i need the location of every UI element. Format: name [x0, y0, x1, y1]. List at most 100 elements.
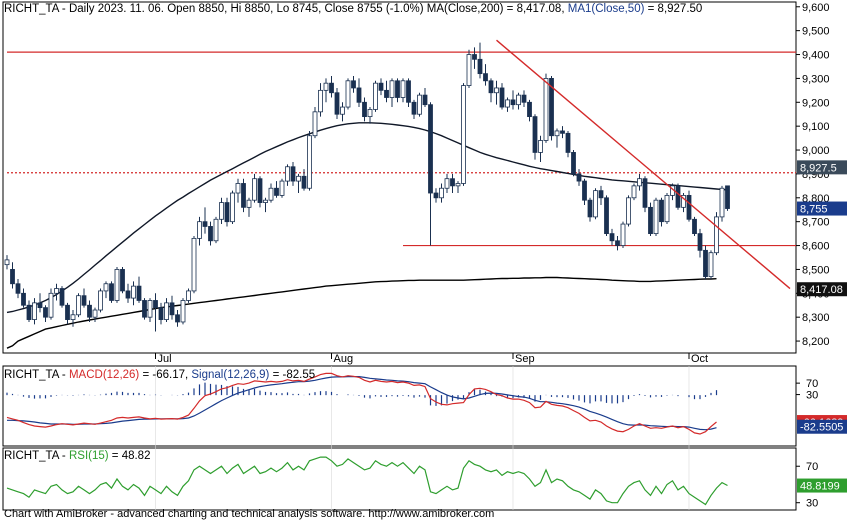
candle-body [594, 191, 598, 217]
candle-body [82, 296, 86, 306]
candle-body [291, 167, 295, 181]
candle-body [126, 291, 130, 298]
candle-body [456, 183, 460, 185]
candle-body [352, 81, 356, 88]
candle-body [5, 260, 9, 265]
y-tick-label: 9,200 [802, 97, 830, 109]
candle-body [302, 176, 306, 188]
y-tick-label: 8,500 [802, 264, 830, 276]
candle-body [693, 219, 697, 233]
candle-body [368, 109, 372, 116]
candle-body [220, 203, 224, 220]
candle-body [214, 219, 218, 240]
candle-body [93, 310, 97, 317]
value-label-text: -82.5505 [800, 422, 843, 434]
value-label-text: 8,417.08 [800, 284, 843, 296]
candle-body [313, 112, 317, 136]
x-tick-label: Aug [334, 353, 354, 365]
candle-body [104, 284, 108, 291]
candle-body [489, 81, 493, 93]
candle-body [269, 188, 273, 200]
y-tick-label: 9,400 [802, 50, 830, 62]
candle-body [236, 183, 240, 193]
candle-body [720, 188, 724, 217]
candle-body [187, 291, 191, 301]
value-label-text: 8,755 [800, 204, 828, 216]
candle-body [148, 300, 152, 317]
candle-body [643, 179, 647, 208]
candle-body [132, 286, 136, 298]
candle-body [462, 86, 466, 184]
candle-body [203, 222, 207, 227]
candle-body [660, 200, 664, 221]
candle-body [165, 303, 169, 320]
candle-body [286, 167, 290, 181]
candle-body [610, 234, 614, 241]
candle-body [616, 241, 620, 246]
candle-body [231, 193, 235, 222]
candle-body [324, 83, 328, 90]
candle-body [209, 226, 213, 240]
candle-body [572, 152, 576, 173]
y-tick-label: 9,500 [802, 26, 830, 38]
candle-body [71, 315, 75, 320]
candle-body [473, 55, 477, 60]
rsi-y-tick-label: 30 [806, 498, 818, 510]
candle-body [445, 179, 449, 189]
candle-body [247, 200, 251, 207]
candle-body [379, 83, 383, 90]
candle-body [649, 207, 653, 233]
title-part: = -66.17, [139, 369, 191, 381]
candle-body [22, 293, 26, 305]
candle-body [363, 102, 367, 116]
candle-body [137, 286, 141, 300]
candle-body [605, 198, 609, 234]
candle-body [467, 55, 471, 86]
candle-body [495, 88, 499, 93]
date-x-axis: JulAugSepOctNov [156, 353, 850, 365]
candle-body [665, 195, 669, 221]
candle-body [38, 303, 42, 308]
candle-body [308, 136, 312, 189]
candle-body [401, 81, 405, 98]
title-part: RICHT_TA - [4, 369, 69, 381]
candle-body [715, 217, 719, 253]
y-tick-label: 8,600 [802, 241, 830, 253]
candle-body [192, 238, 196, 291]
footer-credit: Chart with AmiBroker - advanced charting… [4, 508, 494, 520]
candle-body [528, 102, 532, 116]
candle-body [478, 59, 482, 73]
rsi-y-tick-label: 70 [806, 461, 818, 473]
candle-body [27, 305, 31, 319]
title-part: MACD(12,26) [69, 369, 139, 381]
candle-body [143, 300, 147, 317]
candle-body [154, 300, 158, 307]
candle-body [44, 308, 48, 318]
macd-y-tick-label: 70 [806, 378, 818, 390]
y-tick-label: 9,000 [802, 145, 830, 157]
candle-body [418, 95, 422, 114]
candle-body [555, 131, 559, 136]
rsi-panel-title: RICHT_TA - RSI(15) = 48.82 [4, 450, 150, 462]
title-part: RSI(15) [69, 450, 109, 462]
candle-body [297, 176, 301, 181]
candle-body [704, 250, 708, 276]
candle-body [506, 100, 510, 107]
candle-body [390, 81, 394, 98]
candle-body [440, 188, 444, 198]
title-part: RICHT_TA - Daily 2023. 11. 06. Open 8850… [4, 3, 427, 15]
value-label-text: 48.8199 [800, 481, 840, 493]
candle-body [566, 133, 570, 152]
candle-body [632, 186, 636, 198]
candle-body [253, 179, 257, 200]
y-tick-label: 9,600 [802, 2, 830, 14]
title-part: Signal(12,26,9) [191, 369, 269, 381]
candle-body [99, 291, 103, 310]
candle-body [264, 200, 268, 202]
candle-body [500, 88, 504, 107]
candle-body [407, 81, 411, 102]
candle-body [627, 198, 631, 224]
